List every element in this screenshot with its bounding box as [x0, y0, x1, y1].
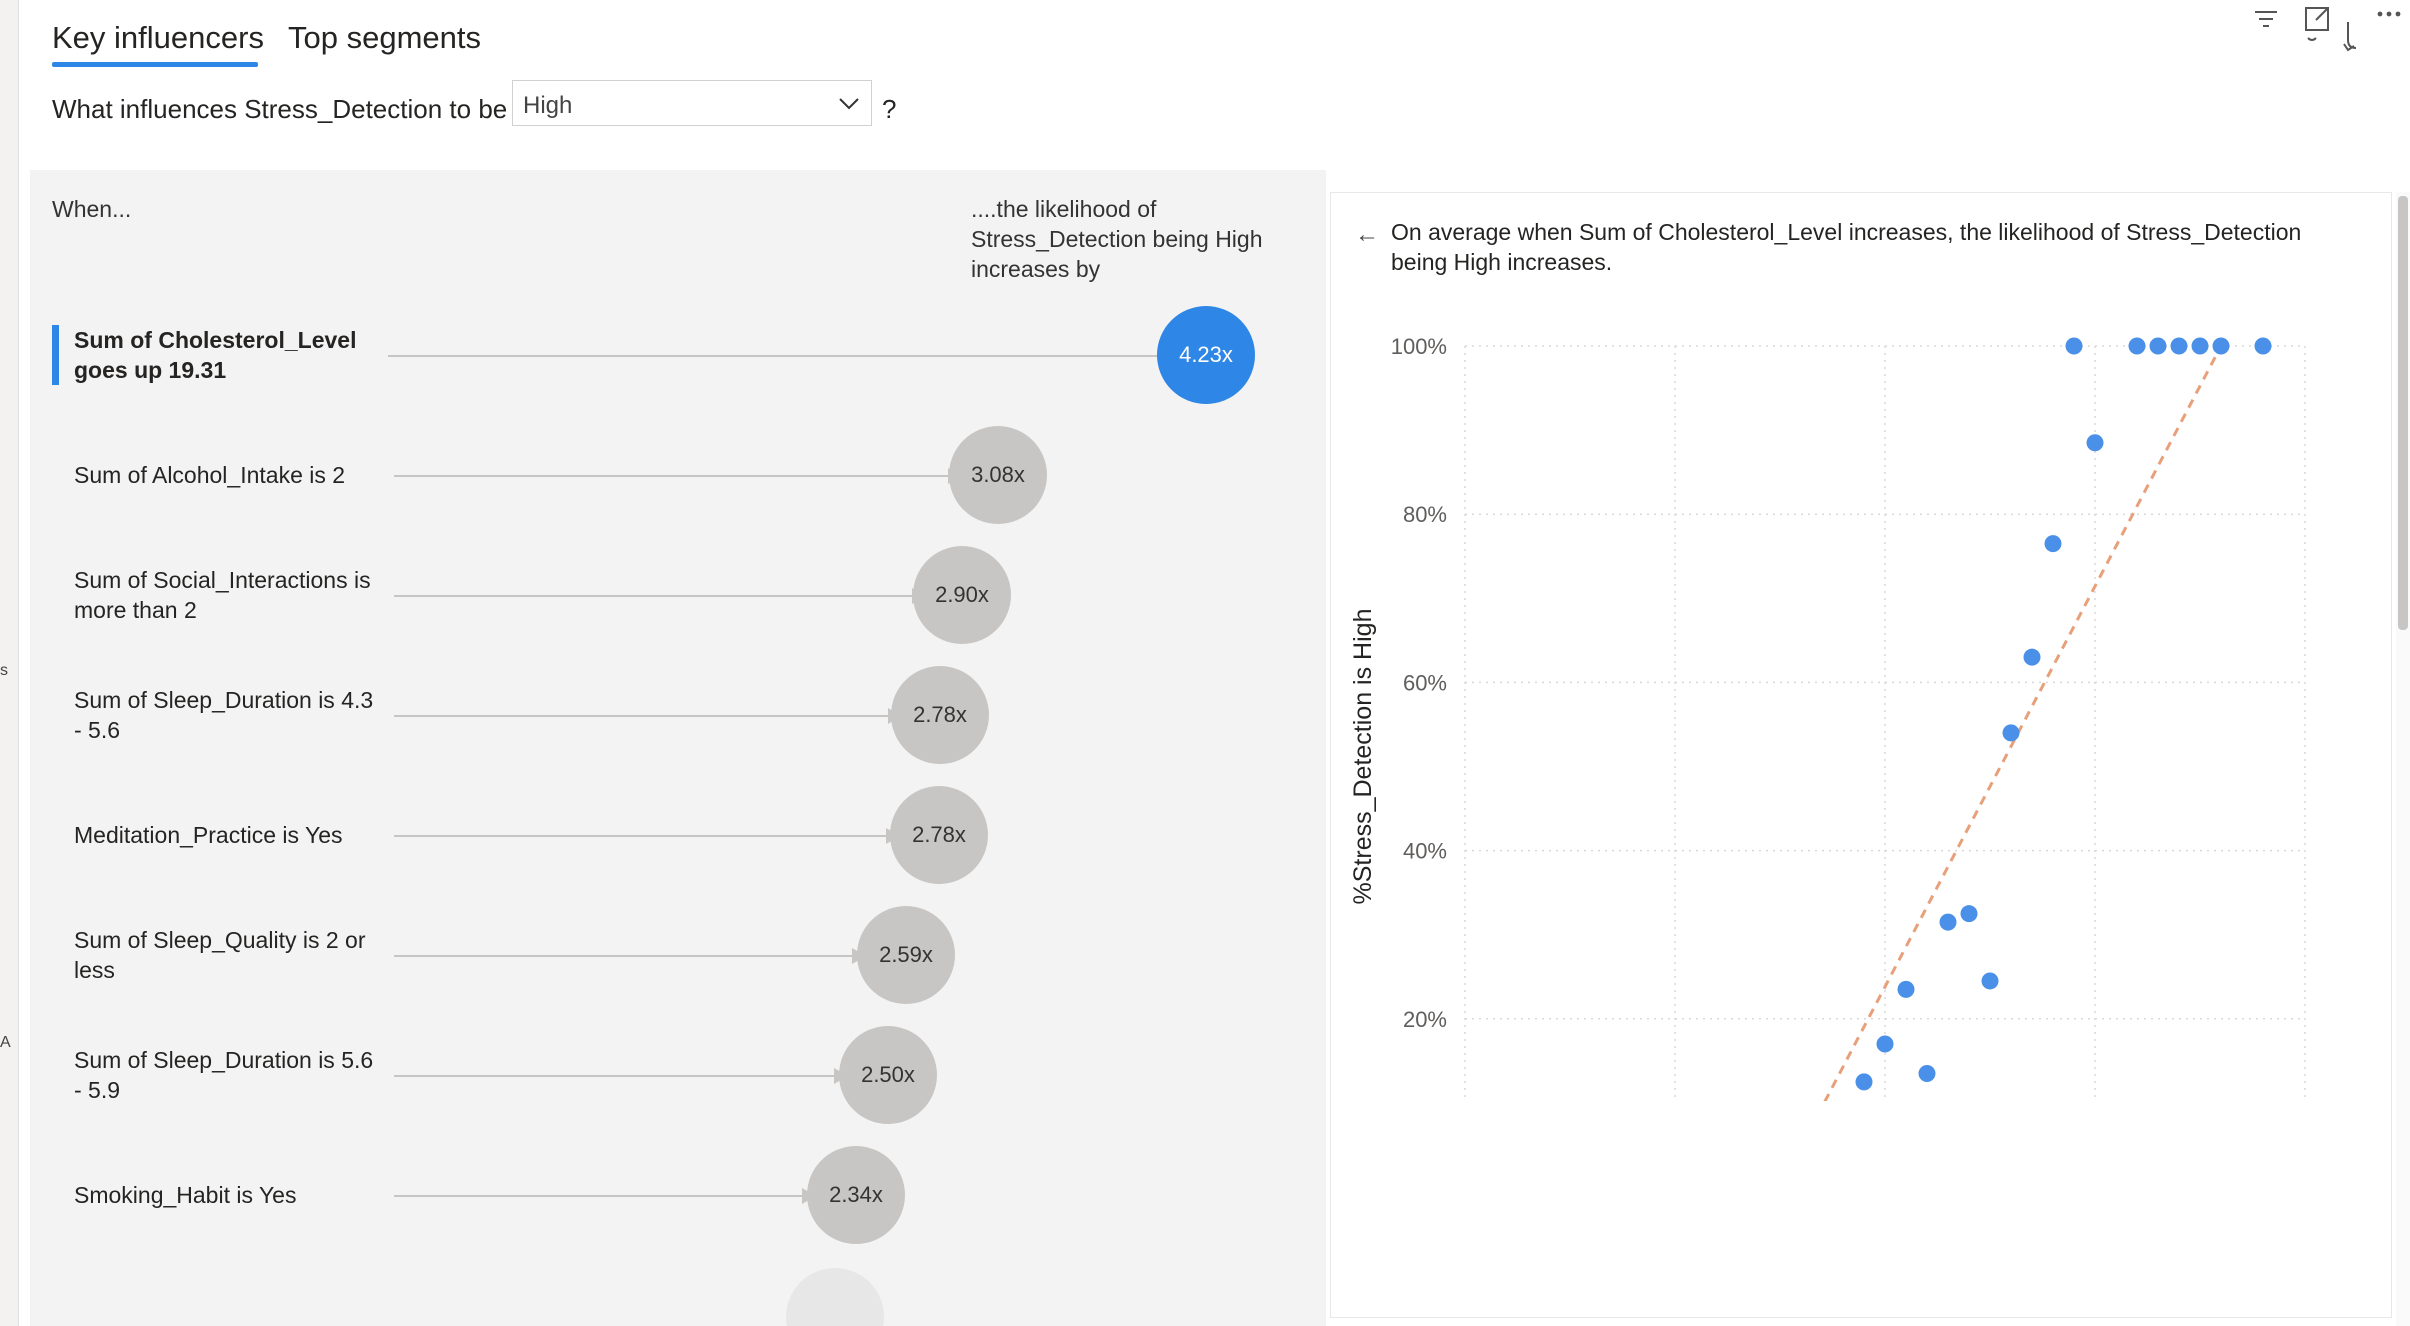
influencer-label: Sum of Sleep_Duration is 5.6 - 5.9: [74, 1047, 374, 1103]
influencer-row[interactable]: Meditation_Practice is Yes 2.78x: [30, 780, 1326, 890]
left-gutter: s A: [0, 0, 19, 1326]
influencer-row[interactable]: Sum of Sleep_Quality is 2 or less 2.59x: [30, 900, 1326, 1010]
data-point: [1897, 980, 1915, 998]
data-point: [2254, 337, 2272, 355]
question-suffix: ?: [882, 94, 897, 124]
data-point: [2002, 724, 2020, 742]
scrollbar-thumb[interactable]: [2398, 196, 2408, 630]
y-tick-label: 60%: [1403, 670, 1447, 695]
data-point: [1876, 1035, 1894, 1053]
back-arrow-icon[interactable]: ←: [1355, 221, 1379, 248]
influence-bubble: 3.08x: [949, 426, 1047, 524]
focus-mode-icon[interactable]: [2302, 4, 2334, 49]
scatter-chart: 1001502002503000%20%40%60%80%100%Cholest…: [1349, 334, 2306, 1101]
influencer-label: Meditation_Practice is Yes: [74, 822, 343, 848]
target-value-dropdown[interactable]: High: [512, 80, 872, 126]
influencer-label: Sum of Sleep_Duration is 4.3 - 5.6: [74, 687, 374, 743]
influence-bubble: 2.34x: [807, 1146, 905, 1244]
influence-bubble: 2.59x: [857, 906, 955, 1004]
active-tab-indicator: [52, 62, 258, 67]
more-options-icon[interactable]: [2376, 4, 2404, 29]
tab-top-segments[interactable]: Top segments: [288, 20, 481, 55]
influence-line: [394, 475, 952, 477]
influencer-label: Smoking_Habit is Yes: [74, 1182, 297, 1208]
gutter-fragment: A: [0, 1034, 11, 1051]
when-header: When...: [52, 196, 132, 222]
influencer-row[interactable]: Sum of Sleep_Duration is 4.3 - 5.6 2.78x: [30, 660, 1326, 770]
y-tick-label: 20%: [1403, 1007, 1447, 1032]
data-point: [2191, 337, 2209, 355]
tab-key-influencers[interactable]: Key influencers: [52, 20, 264, 55]
data-point: [1960, 905, 1978, 923]
data-point: [1981, 972, 1999, 990]
influence-line: [394, 1195, 806, 1197]
influencers-list-panel: When... ....the likelihood of Stress_Det…: [30, 170, 1326, 1326]
data-point: [2065, 337, 2083, 355]
data-point: [1855, 1073, 1873, 1091]
gutter-fragment: s: [0, 662, 8, 679]
influence-bubble: 2.78x: [890, 786, 988, 884]
influence-line: [394, 835, 890, 837]
likelihood-header: ....the likelihood of Stress_Detection b…: [971, 196, 1263, 282]
influence-bubble: 2.50x: [839, 1026, 937, 1124]
visual-header-icons: [2250, 4, 2401, 58]
influence-bubble: 2.78x: [891, 666, 989, 764]
selected-row-indicator: [52, 325, 59, 385]
trend-line: [1823, 345, 2223, 1101]
influence-bubble: 4.23x: [1157, 306, 1255, 404]
y-tick-label: 100%: [1391, 334, 1447, 359]
filter-icon[interactable]: [2250, 4, 2282, 41]
question-prefix: What influences Stress_Detection to be: [52, 94, 508, 124]
influence-bubble: 2.90x: [913, 546, 1011, 644]
data-point: [2086, 434, 2104, 452]
y-tick-label: 40%: [1403, 839, 1447, 864]
drill-icon[interactable]: [2342, 18, 2370, 57]
influencer-detail-panel: ← On average when Sum of Cholesterol_Lev…: [1330, 192, 2392, 1318]
data-point: [1918, 1064, 1936, 1082]
influencer-label: Sum of Cholesterol_Level goes up 19.31: [74, 327, 357, 383]
influencer-row[interactable]: Sum of Cholesterol_Level goes up 19.31 4…: [30, 300, 1326, 410]
data-point: [1939, 913, 1957, 931]
dropdown-selected-value: High: [523, 92, 573, 119]
partial-bubble-below: [786, 1268, 884, 1326]
data-point: [2212, 337, 2230, 355]
y-axis-title: %Stress_Detection is High: [1349, 609, 1377, 905]
data-point: [2128, 337, 2146, 355]
influencer-label: Sum of Social_Interactions is more than …: [74, 567, 371, 623]
influencer-row[interactable]: Sum of Sleep_Duration is 5.6 - 5.9 2.50x: [30, 1020, 1326, 1130]
influencer-label: Sum of Sleep_Quality is 2 or less: [74, 927, 366, 983]
influence-line: [394, 715, 892, 717]
data-point: [2149, 337, 2167, 355]
influence-line: [394, 1075, 838, 1077]
influence-line: [394, 595, 916, 597]
influencer-row[interactable]: Smoking_Habit is Yes 2.34x: [30, 1140, 1326, 1250]
data-point: [2170, 337, 2188, 355]
y-tick-label: 80%: [1403, 502, 1447, 527]
influence-line: [394, 955, 856, 957]
influencer-label: Sum of Alcohol_Intake is 2: [74, 462, 346, 488]
influence-line: [388, 355, 1164, 357]
data-point: [2023, 648, 2041, 666]
data-point: [2044, 535, 2062, 553]
insight-text: On average when Sum of Cholesterol_Level…: [1391, 219, 2302, 275]
chevron-down-icon: [837, 91, 861, 115]
influencer-row[interactable]: Sum of Alcohol_Intake is 2 3.08x: [30, 420, 1326, 530]
influencer-row[interactable]: Sum of Social_Interactions is more than …: [30, 540, 1326, 650]
